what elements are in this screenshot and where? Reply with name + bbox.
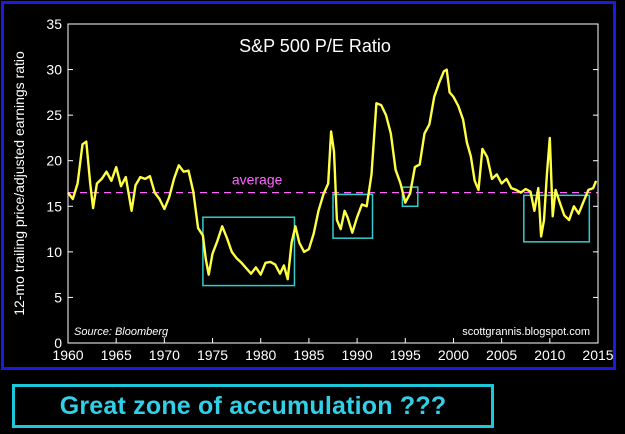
y-tick-label: 10	[46, 244, 62, 260]
x-tick-label: 2000	[438, 347, 469, 363]
y-tick-labels: 0 5 10 15 20 25 30 35	[46, 16, 62, 351]
average-label: average	[232, 172, 283, 188]
x-tick-label: 1975	[197, 347, 228, 363]
plot-area	[67, 23, 599, 344]
y-tick-label: 0	[54, 335, 62, 351]
x-tick-labels: 1960 1965 1970 1975 1980 1985 1990 1995 2000 2005…	[52, 347, 613, 363]
y-tick-label: 5	[54, 289, 62, 305]
y-axis-label: 12-mo trailing price/adjusted earnings r…	[11, 51, 27, 316]
annotation-banner: Great zone of accumulation ???	[12, 384, 494, 428]
highlight-box-2	[332, 193, 374, 239]
x-tick-label: 2005	[486, 347, 517, 363]
chart-title: S&P 500 P/E Ratio	[239, 36, 391, 56]
y-tick-label: 30	[46, 62, 62, 78]
y-tick-label: 20	[46, 153, 62, 169]
x-tick-label: 2010	[534, 347, 565, 363]
chart-frame	[1, 1, 616, 370]
tick-marks	[67, 23, 599, 344]
x-tick-label: 1980	[245, 347, 276, 363]
x-tick-label: 1960	[52, 347, 83, 363]
y-tick-label: 25	[46, 107, 62, 123]
x-tick-label: 2015	[582, 347, 613, 363]
x-tick-label: 1985	[293, 347, 324, 363]
y-tick-label: 35	[46, 16, 62, 32]
source-note: Source: Bloomberg	[74, 326, 169, 338]
x-tick-label: 1970	[149, 347, 180, 363]
x-tick-label: 1990	[342, 347, 373, 363]
y-tick-label: 15	[46, 198, 62, 214]
x-tick-label: 1995	[390, 347, 421, 363]
banner-text: Great zone of accumulation ???	[59, 391, 447, 420]
highlight-box-1	[202, 216, 296, 287]
credit-note: scottgrannis.blogspot.com	[462, 326, 590, 338]
series-line-pe-ratio	[67, 68, 598, 281]
x-tick-label: 1965	[101, 347, 132, 363]
